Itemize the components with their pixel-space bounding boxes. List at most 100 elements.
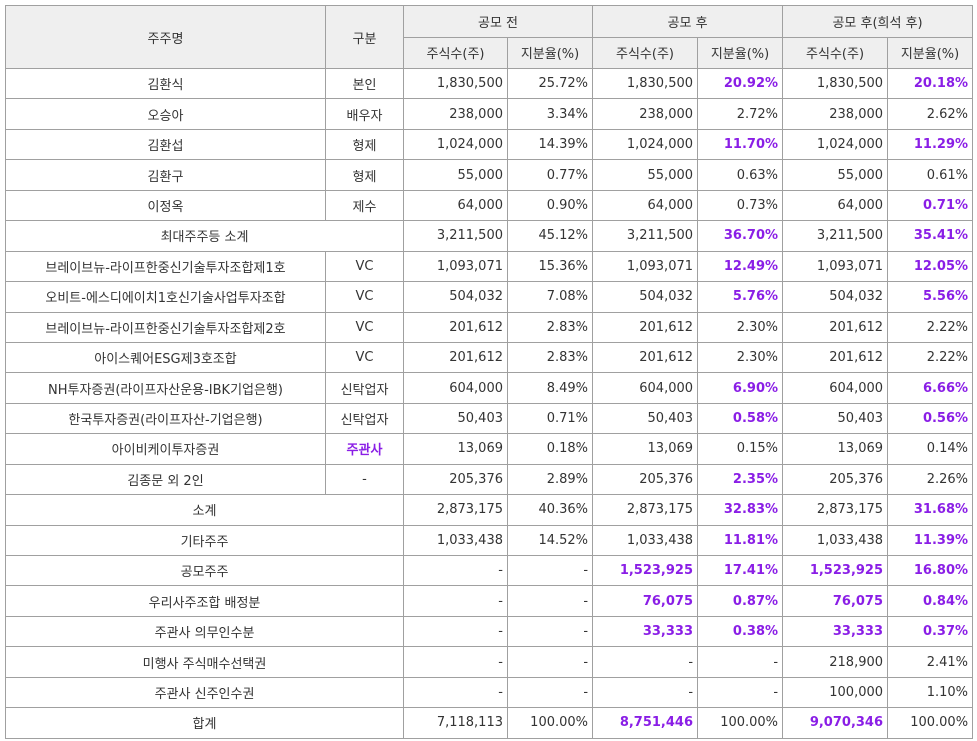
header-sub: 주식수(주): [403, 36, 508, 69]
table-cell: 11.81%: [697, 524, 784, 557]
table-cell: 2.30%: [697, 311, 784, 343]
table-cell: 11.39%: [887, 524, 974, 557]
table-cell: 33,333: [592, 615, 699, 648]
table-cell: 201,612: [403, 341, 508, 374]
table-cell: 1,024,000: [592, 128, 699, 161]
table-cell: 6.90%: [697, 372, 784, 404]
table-cell: 2.83%: [506, 311, 594, 343]
header-sub: 지분율(%): [887, 36, 974, 69]
table-cell: -: [403, 646, 508, 678]
table-cell: 50,403: [782, 402, 889, 435]
table-cell: 15.36%: [506, 250, 594, 283]
table-cell: 55,000: [782, 159, 889, 191]
table-cell: -: [506, 615, 594, 648]
table-cell: 205,376: [403, 463, 508, 496]
table-cell: 0.84%: [887, 585, 974, 617]
table-cell: 50,403: [403, 402, 508, 435]
table-cell: 주관사 의무인수분: [5, 615, 404, 648]
header-group: 공모 후(희석 후): [782, 5, 974, 38]
table-cell: 218,900: [782, 646, 889, 678]
table-cell: -: [506, 676, 594, 709]
table-cell: 2.26%: [887, 463, 974, 496]
table-cell: 12.05%: [887, 250, 974, 283]
table-cell: 공모주주: [5, 554, 404, 587]
table-cell: 3,211,500: [403, 220, 508, 252]
table-cell: 50,403: [592, 402, 699, 435]
table-cell: NH투자증권(라이프자산운용-IBK기업은행): [5, 372, 326, 404]
table-cell: -: [403, 676, 508, 709]
table-row: 공모주주 - -1,523,925 17.41% 1,523,925 16.80%: [5, 554, 974, 587]
table-cell: 0.61%: [887, 159, 974, 191]
table-cell: 오승아: [5, 98, 326, 130]
table-cell: VC: [325, 341, 404, 374]
table-row: 오승아 배우자 238,000 3.34% 238,000 2.72% 238,000 2.6…: [5, 98, 974, 130]
table-cell: 주관사 신주인수권: [5, 676, 404, 709]
table-cell: 33,333: [782, 615, 889, 648]
table-cell: 36.70%: [697, 220, 784, 252]
table-cell: 604,000: [403, 372, 508, 404]
table-cell: 64,000: [592, 189, 699, 222]
table-cell: 오비트-에스디에이치1호신기술사업투자조합: [5, 281, 326, 313]
table-cell: 주관사: [325, 433, 404, 465]
table-cell: 31.68%: [887, 494, 974, 526]
table-cell: 504,032: [782, 281, 889, 313]
table-cell: VC: [325, 250, 404, 283]
table-cell: -: [506, 646, 594, 678]
table-cell: 16.80%: [887, 554, 974, 587]
table-cell: -: [592, 676, 699, 709]
table-cell: 504,032: [592, 281, 699, 313]
table-row: 우리사주조합 배정분 - -76,075 0.87% 76,075 0.84%: [5, 585, 974, 617]
table-cell: 0.15%: [697, 433, 784, 465]
table-cell: 브레이브뉴-라이프한중신기술투자조합제1호: [5, 250, 326, 283]
header-sub: 주식수(주): [782, 36, 889, 69]
table-row: 아이비케이투자증권 주관사 13,069 0.18% 13,069 0.15% 13,069…: [5, 433, 974, 465]
table-body: 김환식 본인 1,830,500 25.72% 1,830,500 20.92% 1,830…: [5, 67, 974, 739]
table-cell: 아이스퀘어ESG제3호조합: [5, 341, 326, 374]
table-row: 김환식 본인 1,830,500 25.72% 1,830,500 20.92% 1,830…: [5, 67, 974, 100]
table-row: 기타주주 1,033,438 14.52% 1,033,438 11.81% 1,033,…: [5, 524, 974, 557]
table-cell: 11.29%: [887, 128, 974, 161]
table-cell: 55,000: [403, 159, 508, 191]
table-cell: 201,612: [403, 311, 508, 343]
table-cell: 신탁업자: [325, 402, 404, 435]
table-row: 합계 7,118,113 100.00% 8,751,446 100.00% 9,070,…: [5, 707, 974, 739]
table-cell: 205,376: [592, 463, 699, 496]
table-cell: 20.92%: [697, 67, 784, 100]
table-cell: 형제: [325, 159, 404, 191]
table-cell: 0.63%: [697, 159, 784, 191]
table-cell: 1,830,500: [782, 67, 889, 100]
table-row: 미행사 주식매수선택권 - - - -218,900 2.41%: [5, 646, 974, 678]
table-cell: 5.56%: [887, 281, 974, 313]
table-cell: 0.18%: [506, 433, 594, 465]
table-cell: 브레이브뉴-라이프한중신기술투자조합제2호: [5, 311, 326, 343]
table-cell: -: [592, 646, 699, 678]
table-cell: 2,873,175: [403, 494, 508, 526]
table-cell: 김환식: [5, 67, 326, 100]
table-cell: 504,032: [403, 281, 508, 313]
table-cell: 64,000: [782, 189, 889, 222]
table-cell: 201,612: [592, 341, 699, 374]
shareholder-table: 주주명 구분 공모 전 공모 후 공모 후(희석 후) 주식수(주) 지분율(%…: [5, 5, 974, 739]
table-cell: -: [506, 554, 594, 587]
table-cell: 0.77%: [506, 159, 594, 191]
table-cell: 7,118,113: [403, 707, 508, 739]
table-cell: 11.70%: [697, 128, 784, 161]
table-cell: 2.41%: [887, 646, 974, 678]
table-cell: 한국투자증권(라이프자산-기업은행): [5, 402, 326, 435]
table-cell: 2,873,175: [782, 494, 889, 526]
table-cell: -: [403, 554, 508, 587]
table-cell: 55,000: [592, 159, 699, 191]
table-cell: 0.14%: [887, 433, 974, 465]
table-cell: 13,069: [592, 433, 699, 465]
table-cell: -: [697, 646, 784, 678]
header-cell: 주주명: [5, 5, 326, 69]
table-cell: 김환섭: [5, 128, 326, 161]
table-cell: 2.72%: [697, 98, 784, 130]
table-cell: 76,075: [592, 585, 699, 617]
table-cell: 2.35%: [697, 463, 784, 496]
table-cell: 0.90%: [506, 189, 594, 222]
header-sub: 주식수(주): [592, 36, 699, 69]
table-cell: 1,523,925: [782, 554, 889, 587]
table-cell: 100.00%: [697, 707, 784, 739]
